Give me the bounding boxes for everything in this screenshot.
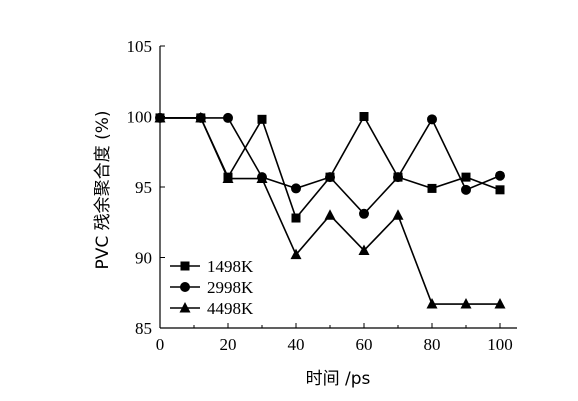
data-point-square <box>461 172 471 182</box>
data-point-triangle <box>256 172 268 184</box>
data-point-triangle <box>222 172 234 184</box>
legend-marker-circle <box>180 282 190 292</box>
data-point-triangle <box>392 209 404 220</box>
y-tick-label: 95 <box>135 178 152 197</box>
series-line <box>160 117 501 215</box>
data-point-square <box>427 183 437 193</box>
x-tick-label: 100 <box>487 335 513 354</box>
data-point-triangle <box>324 209 336 220</box>
x-tick-label: 40 <box>288 335 305 354</box>
x-tick-label: 80 <box>424 335 441 354</box>
data-point-square <box>257 114 267 124</box>
data-point-circle <box>223 112 233 123</box>
series-layer <box>154 111 506 309</box>
data-point-circle <box>359 208 369 219</box>
x-axis-title: 时间 /ps <box>306 369 371 389</box>
data-point-circle <box>461 184 471 195</box>
data-point-triangle <box>426 298 438 309</box>
legend-item: 1498K <box>170 257 254 276</box>
y-tick-label: 90 <box>135 249 152 268</box>
y-axis-title: PVC 残余聚合度 (%) <box>93 111 113 270</box>
x-tick-label: 0 <box>156 335 165 354</box>
data-point-circle <box>427 114 437 125</box>
data-point-square <box>291 213 301 223</box>
data-point-triangle <box>154 111 166 123</box>
legend-label: 1498K <box>207 257 254 276</box>
legend-marker-triangle <box>179 302 191 313</box>
y-tick-label: 85 <box>135 319 152 338</box>
data-point-circle <box>291 183 301 194</box>
legend-label: 2998K <box>207 278 254 297</box>
data-point-circle <box>393 172 403 183</box>
series-line <box>160 114 501 220</box>
legend-marker-square <box>180 261 190 271</box>
data-point-triangle <box>195 111 207 123</box>
legend-item: 4498K <box>170 299 254 318</box>
x-tick-label: 60 <box>356 335 373 354</box>
data-point-circle <box>495 170 505 181</box>
x-tick-label: 20 <box>220 335 237 354</box>
legend: 1498K 2998K 4498K <box>170 257 254 318</box>
series-1498K <box>155 112 505 223</box>
y-tick-label: 100 <box>127 108 153 127</box>
legend-label: 4498K <box>207 299 254 318</box>
data-point-square <box>495 185 505 195</box>
y-tick-label: 105 <box>127 37 153 56</box>
series-2998K <box>155 112 505 219</box>
data-point-triangle <box>358 244 370 255</box>
ticks: 0 20 40 60 80 100 85 90 95 100 105 <box>127 37 513 354</box>
data-point-triangle <box>290 248 302 260</box>
data-point-triangle <box>460 298 472 309</box>
data-point-circle <box>325 172 335 183</box>
data-point-triangle <box>494 298 506 309</box>
data-point-square <box>359 112 369 121</box>
series-4498K <box>154 111 506 309</box>
legend-item: 2998K <box>170 278 254 297</box>
